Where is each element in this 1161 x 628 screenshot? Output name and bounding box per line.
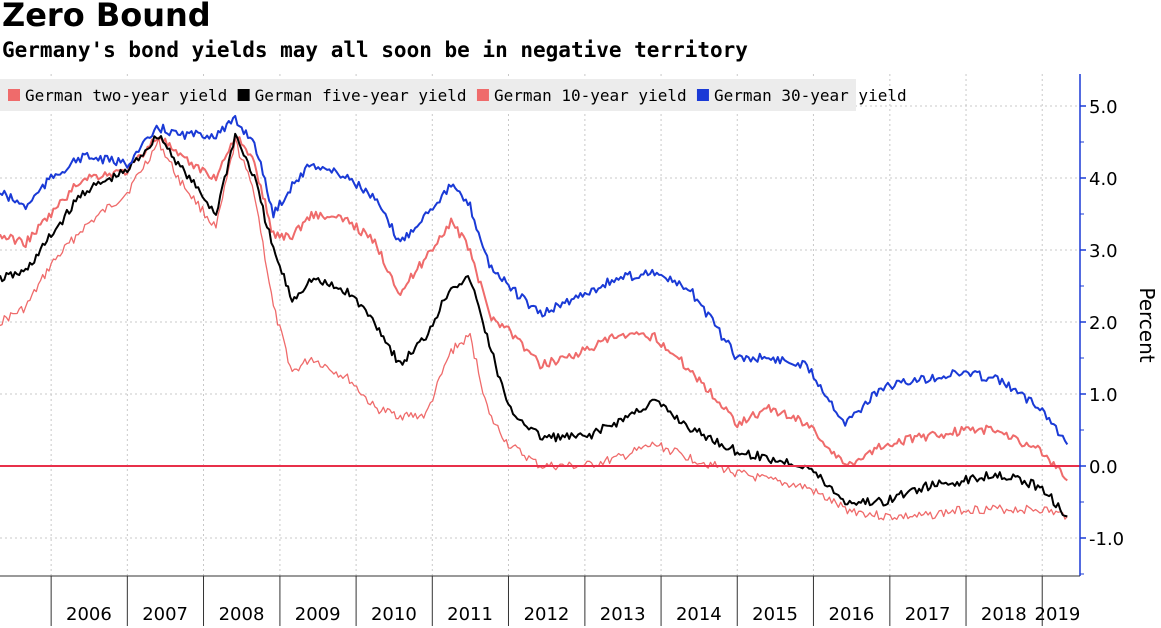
series-line-2 bbox=[0, 135, 1068, 482]
y-tick-label: -1.0 bbox=[1089, 529, 1124, 550]
gridlines bbox=[0, 74, 1080, 576]
y-tick-label: 5.0 bbox=[1089, 97, 1118, 118]
legend-label: German five-year yield bbox=[255, 86, 467, 105]
x-tick-label: 2008 bbox=[219, 604, 265, 625]
x-tick-label: 2015 bbox=[752, 604, 798, 625]
y-axis-label: Percent bbox=[1135, 287, 1159, 362]
legend-background bbox=[0, 79, 856, 111]
x-tick-label: 2016 bbox=[829, 604, 875, 625]
x-axis: 2006 2007 2008 2009 2010 2011 2012 2013 2014 2015… bbox=[0, 575, 1081, 626]
series-line-3 bbox=[0, 114, 1069, 445]
series-lines bbox=[0, 114, 1069, 521]
legend-label: German 10-year yield bbox=[494, 86, 687, 105]
x-tick-label: 2009 bbox=[295, 604, 341, 625]
legend-swatch bbox=[696, 89, 709, 101]
x-tick-label: 2019 bbox=[1035, 604, 1081, 625]
x-tick-label: 2007 bbox=[142, 604, 188, 625]
legend-swatch bbox=[237, 89, 250, 101]
chart-subtitle: Germany's bond yields may all soon be in… bbox=[2, 38, 748, 62]
x-tick-label: 2012 bbox=[524, 604, 570, 625]
x-tick-label: 2017 bbox=[905, 604, 951, 625]
x-tick-label: 2011 bbox=[447, 604, 493, 625]
legend-label: German 30-year yield bbox=[714, 86, 907, 105]
legend-swatch bbox=[476, 89, 489, 101]
chart-title: Zero Bound bbox=[2, 0, 211, 34]
y-axis: 5.0 4.0 3.0 2.0 1.0 0.0 -1.0 Percent bbox=[1079, 74, 1159, 576]
y-tick-label: 0.0 bbox=[1089, 457, 1118, 478]
series-line-1 bbox=[0, 132, 1068, 518]
x-tick-label: 2014 bbox=[676, 604, 722, 625]
legend-swatch bbox=[8, 89, 20, 101]
y-tick-label: 1.0 bbox=[1089, 385, 1118, 406]
x-tick-label: 2010 bbox=[371, 604, 417, 625]
y-tick-label: 3.0 bbox=[1089, 241, 1118, 262]
legend-label: German two-year yield bbox=[25, 86, 227, 105]
legend: German two-year yield German five-year yi… bbox=[0, 79, 907, 111]
x-tick-label: 2013 bbox=[600, 604, 646, 625]
x-tick-label: 2018 bbox=[981, 604, 1027, 625]
series-line-0 bbox=[0, 137, 1068, 521]
x-tick-label: 2006 bbox=[66, 604, 112, 625]
y-tick-label: 4.0 bbox=[1089, 169, 1118, 190]
y-tick-label: 2.0 bbox=[1089, 313, 1118, 334]
